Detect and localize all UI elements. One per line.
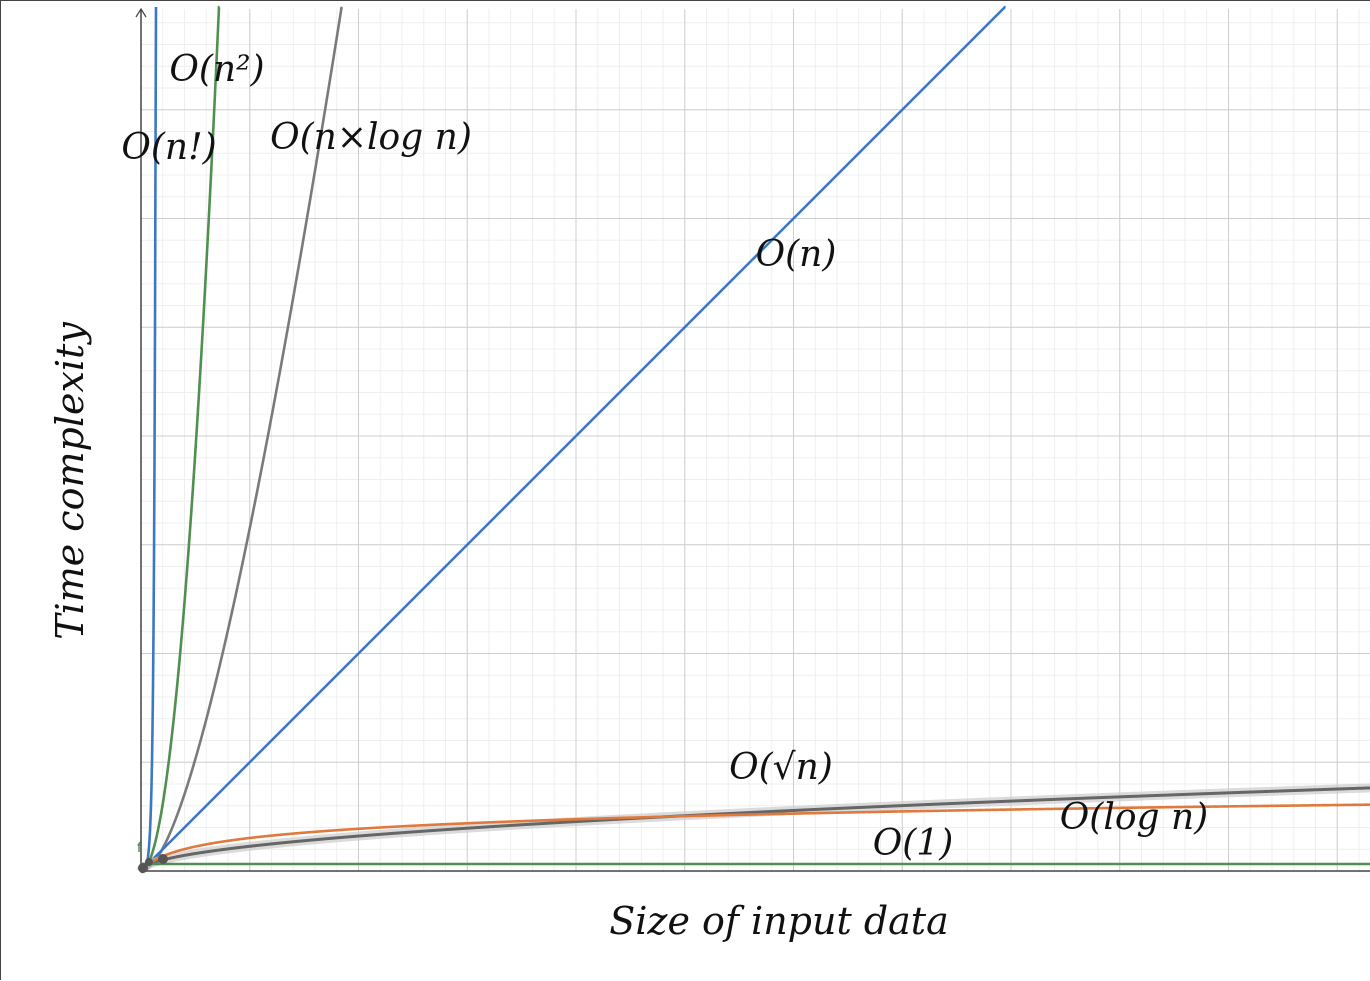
series-label-linear: O(n)	[756, 234, 837, 275]
point-a	[145, 858, 153, 866]
point-b	[158, 854, 168, 864]
y-axis-arrow	[135, 7, 147, 18]
y-axis-title: Time complexity	[48, 322, 92, 640]
x-axis-title: Size of input data	[609, 899, 948, 943]
series-curves	[136, 5, 1370, 874]
series-line-linearithmic	[140, 6, 344, 873]
series-label-factorial: O(n!)	[121, 127, 216, 168]
series-label-logarithmic: O(log n)	[1060, 797, 1208, 838]
series-line-linear	[140, 5, 1006, 872]
series-line-logarithmic	[140, 803, 1370, 872]
series-label-quadratic: O(n²)	[169, 49, 264, 90]
axes	[135, 7, 1370, 872]
minor-gridlines	[140, 9, 1370, 872]
origin-point	[138, 863, 148, 873]
series-label-linearithmic: O(n×log n)	[270, 117, 472, 158]
major-gridlines	[141, 9, 1370, 871]
point-marker-label: f	[137, 841, 142, 856]
series-line-sqrt	[139, 786, 1370, 872]
series-labels: O(n!) O(n²)O(n×log n) O(n) O(√n) O(log n) O(1…	[121, 49, 1208, 864]
series-line-quadratic	[140, 5, 221, 873]
series-label-constant: O(1)	[873, 823, 954, 864]
series-label-sqrt: O(√n)	[729, 747, 833, 788]
